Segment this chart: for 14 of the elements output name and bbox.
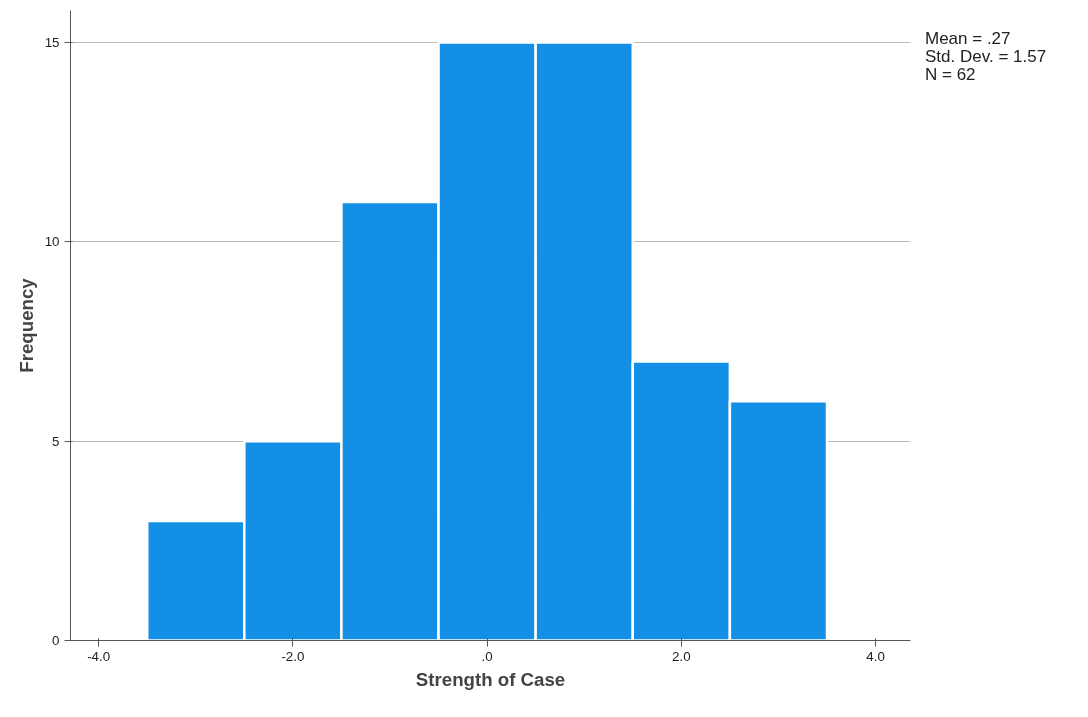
annotation: Mean = .27 xyxy=(925,30,1012,48)
x-tick-label: -4.0 xyxy=(87,648,111,664)
y-tick-label: 0 xyxy=(52,633,60,648)
y-tick-label: 15 xyxy=(44,34,60,50)
y-tick-label: 5 xyxy=(52,433,60,449)
x-tick-label: 4.0 xyxy=(866,648,885,664)
y-axis-title: Frequency xyxy=(15,277,37,373)
annotation: N = 62 xyxy=(925,66,977,84)
y-tick-label: 10 xyxy=(44,234,60,250)
annotation: Std. Dev. = 1.57 xyxy=(925,48,1047,66)
x-tick-label: -2.0 xyxy=(281,648,305,664)
x-tick-label: 2.0 xyxy=(672,648,691,664)
x-tick-label: .0 xyxy=(481,648,493,664)
x-axis-title: Strength of Case xyxy=(415,668,566,690)
